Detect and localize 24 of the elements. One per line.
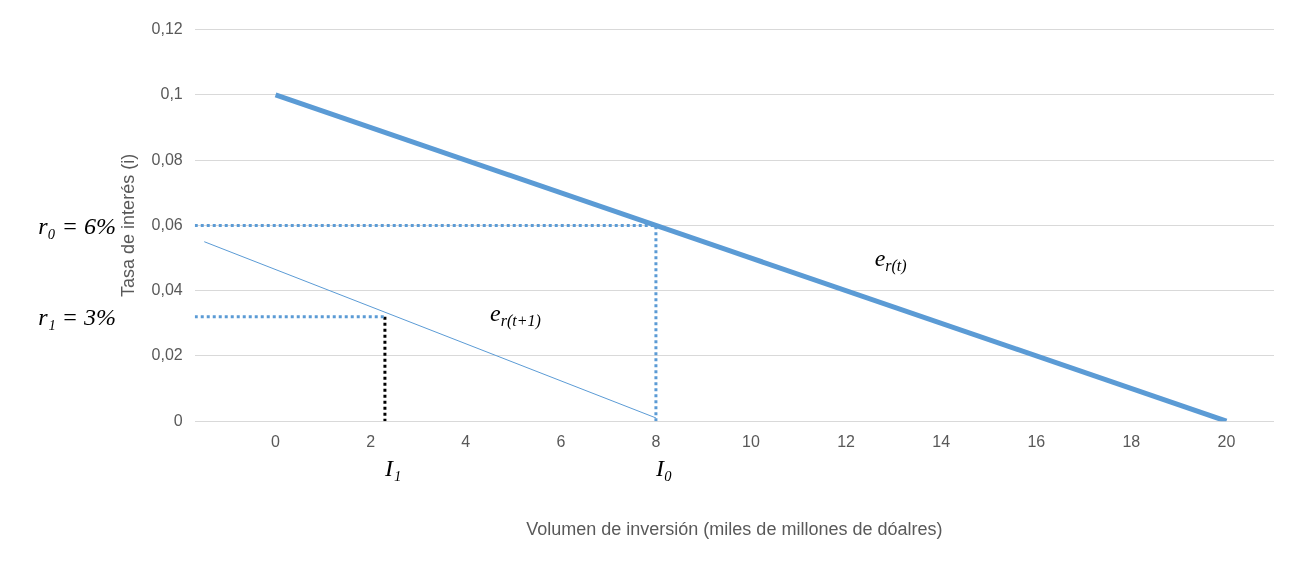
x-axis-title: Volumen de inversión (miles de millones de dóalres) — [526, 519, 943, 540]
x-tick-label: 6 — [556, 433, 566, 451]
x-tick-label: 12 — [837, 433, 856, 451]
x-tick-label: 4 — [461, 433, 471, 451]
text: I₁ — [383, 454, 402, 481]
y-tick-label: 0,02 — [151, 346, 183, 364]
x-tick-label: 8 — [651, 433, 661, 451]
text: I₀ — [654, 454, 673, 481]
y-tick-label: 0,04 — [151, 281, 183, 299]
x-tick-label: 20 — [1217, 433, 1236, 451]
y-tick-label: 0,12 — [151, 20, 183, 38]
text: r₀ = 6% — [38, 212, 116, 239]
y-tick-label: 0,08 — [151, 150, 183, 168]
text: r₁ = 3% — [38, 304, 116, 331]
x-tick-label: 10 — [742, 433, 761, 451]
x-tick-label: 0 — [271, 433, 281, 451]
x-tick-label: 16 — [1027, 433, 1046, 451]
x-tick-label: 14 — [932, 433, 951, 451]
y-tick-label: 0,06 — [151, 215, 183, 233]
x-tick-label: 18 — [1122, 433, 1141, 451]
y-tick-label: 0,1 — [160, 85, 183, 103]
y-tick-label: 0 — [173, 411, 183, 429]
x-tick-label: 2 — [366, 433, 376, 451]
y-axis-title: Tasa de interés (i) — [117, 153, 138, 297]
